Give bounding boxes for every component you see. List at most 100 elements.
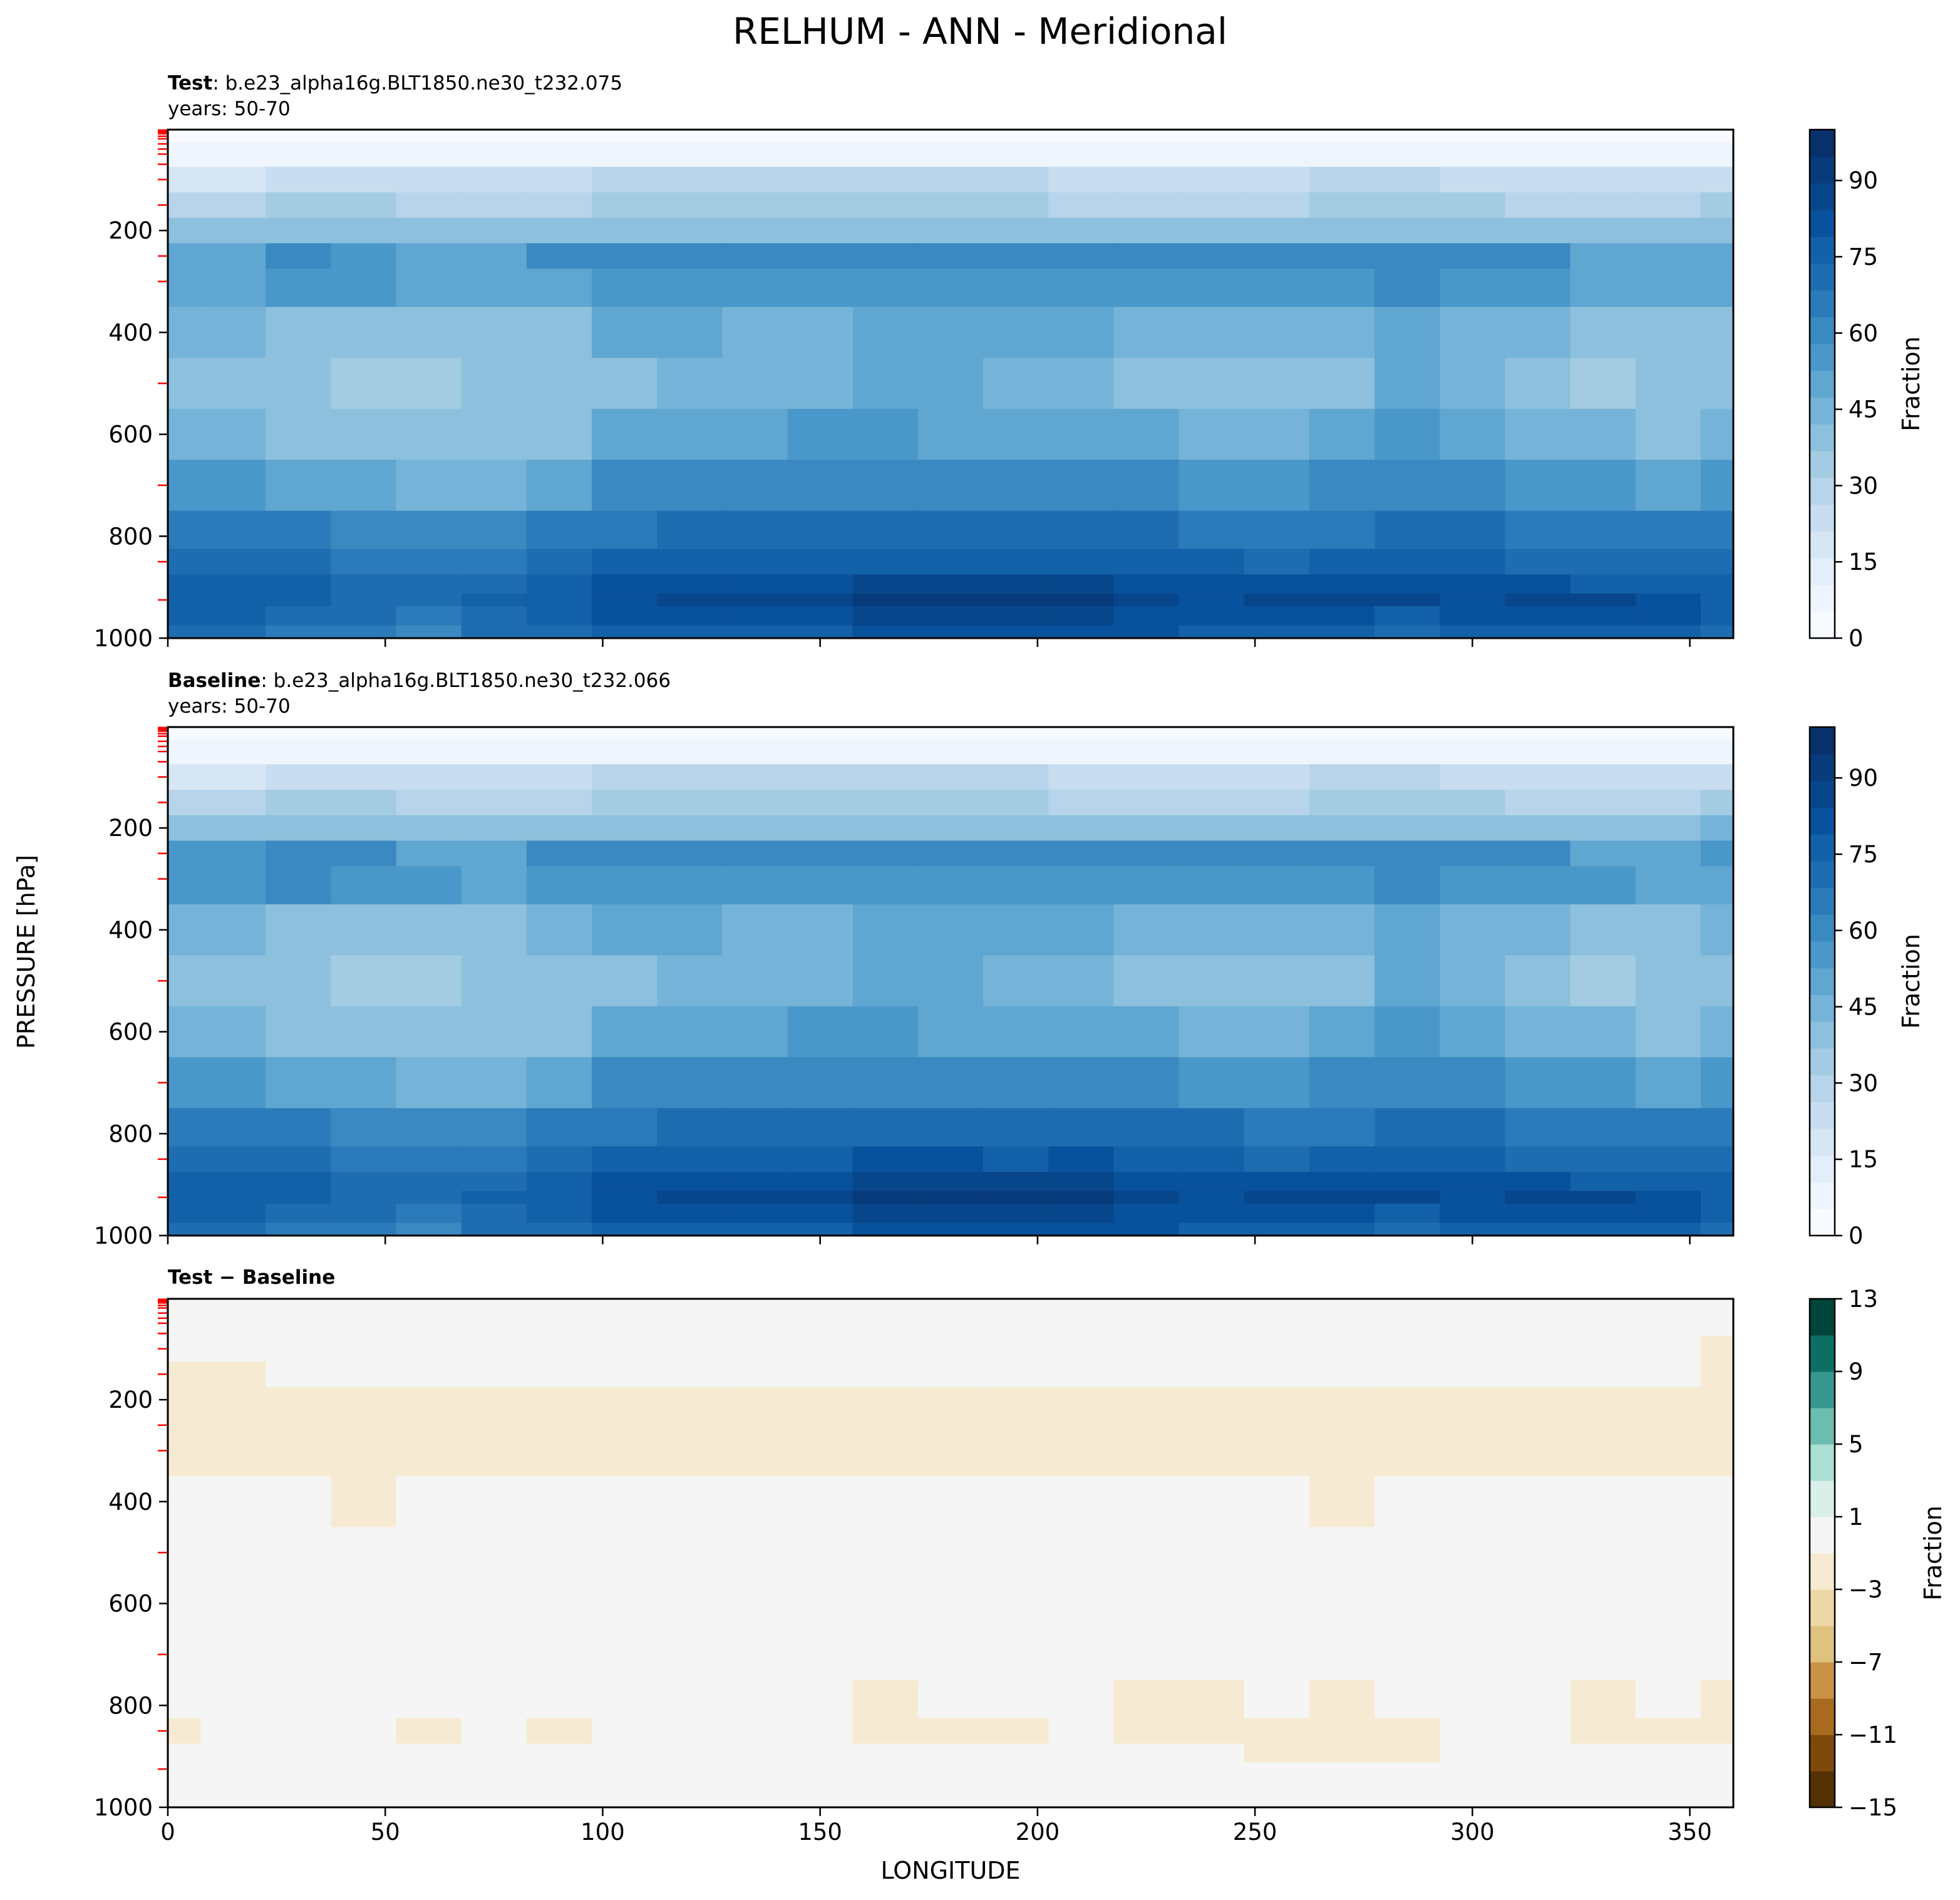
heatmap-cell <box>1048 574 1115 594</box>
heatmap-cell <box>917 192 984 219</box>
heatmap-cell <box>592 904 658 956</box>
heatmap-cell <box>657 1794 723 1807</box>
colorbar-swatch <box>1810 210 1835 237</box>
heatmap-cell <box>461 1794 527 1807</box>
heatmap-cell <box>1570 192 1636 219</box>
heatmap-cell <box>331 1743 397 1763</box>
heatmap-cell <box>1570 1190 1636 1204</box>
colorbar-swatch <box>1810 424 1835 452</box>
heatmap-cell <box>592 1762 658 1776</box>
heatmap-cell <box>1179 1006 1245 1058</box>
heatmap-cell <box>1048 955 1115 1007</box>
colorbar-frame <box>1808 1298 1836 1809</box>
heatmap-cell <box>657 217 723 244</box>
heatmap-cell <box>526 790 592 816</box>
heatmap-cell <box>1635 1743 1701 1763</box>
heatmap-cell <box>266 1438 332 1477</box>
heatmap-cell <box>331 1146 397 1173</box>
heatmap-cell <box>1179 1680 1245 1719</box>
heatmap-cell <box>787 593 854 607</box>
heatmap-cell <box>983 840 1050 867</box>
heatmap-cell <box>1505 606 1571 626</box>
heatmap-cell <box>1048 1336 1115 1362</box>
heatmap-cell <box>168 1762 201 1776</box>
heatmap-cell <box>1505 727 1571 740</box>
heatmap-cell <box>396 243 462 269</box>
heatmap-cell <box>1244 1762 1310 1776</box>
colorbar-tick-label: 30 <box>1849 472 1878 499</box>
heatmap-cell <box>1375 840 1441 867</box>
heatmap-cell <box>1440 1057 1506 1109</box>
heatmap-cell <box>917 1299 984 1312</box>
heatmap-cell <box>1113 1146 1180 1173</box>
heatmap-cell <box>266 510 332 550</box>
heatmap-cell <box>917 1108 984 1147</box>
heatmap-cell <box>461 1438 527 1477</box>
x-tick-label: 50 <box>371 1819 400 1846</box>
heatmap-cell <box>1635 1204 1701 1224</box>
heatmap-cell <box>1635 1057 1701 1109</box>
heatmap-cell <box>787 243 854 269</box>
y-tick-label: 400 <box>108 1489 153 1515</box>
heatmap-cell <box>1570 1299 1636 1312</box>
heatmap-cell <box>592 593 658 607</box>
heatmap-cell <box>787 1386 854 1413</box>
heatmap-cell <box>592 1361 658 1388</box>
heatmap-cell <box>917 142 984 168</box>
heatmap-cell <box>917 1718 984 1745</box>
heatmap-cell <box>983 307 1050 359</box>
heatmap-cell <box>1505 574 1571 594</box>
heatmap-cell <box>1700 217 1733 244</box>
heatmap-cell <box>1179 727 1245 740</box>
heatmap-cell <box>331 1476 397 1528</box>
heatmap-cell <box>983 1775 1050 1795</box>
heatmap-cell <box>200 955 267 1007</box>
heatmap-cell <box>1440 1794 1506 1807</box>
heatmap-cell <box>331 167 397 193</box>
heatmap-cell <box>526 192 592 219</box>
colorbar-tick-label: 60 <box>1849 917 1878 944</box>
heatmap-cell <box>266 1108 332 1147</box>
heatmap-cell <box>1375 606 1441 626</box>
heatmap-cell <box>1179 1775 1245 1795</box>
heatmap-cell <box>1700 815 1733 842</box>
heatmap-cell <box>526 1629 592 1681</box>
heatmap-cell <box>722 764 788 790</box>
heatmap-cell <box>657 1476 723 1528</box>
heatmap-cell <box>657 167 723 193</box>
heatmap-cell <box>526 606 592 626</box>
heatmap-cell <box>461 1299 527 1312</box>
heatmap-cell <box>1309 142 1375 168</box>
heatmap-cell <box>722 866 788 905</box>
heatmap-cell <box>396 1108 462 1147</box>
heatmap-cell <box>592 408 658 461</box>
heatmap-cell <box>722 1299 788 1312</box>
heatmap-cell <box>331 625 397 638</box>
heatmap-cell <box>526 1386 592 1413</box>
heatmap-cell <box>1635 815 1701 842</box>
heatmap-cell <box>1179 1794 1245 1807</box>
heatmap-cell <box>396 217 462 244</box>
heatmap-cell <box>1700 1527 1733 1579</box>
heatmap-cell <box>1570 1794 1636 1807</box>
heatmap-cell <box>1309 1057 1375 1109</box>
heatmap-cell <box>1048 217 1115 244</box>
heatmap-cell <box>1375 727 1441 740</box>
heatmap-cell <box>1179 739 1245 765</box>
heatmap-cell <box>168 1336 201 1362</box>
heatmap-cell <box>722 1718 788 1745</box>
heatmap-cell <box>1635 1680 1701 1719</box>
heatmap-cell <box>526 549 592 576</box>
heatmap-cell <box>787 358 854 410</box>
colorbar-tick-label: 45 <box>1849 994 1878 1021</box>
heatmap-cell <box>983 1361 1050 1388</box>
heatmap-cell <box>396 625 462 638</box>
heatmap-cell <box>1048 549 1115 576</box>
heatmap-cell <box>722 1336 788 1362</box>
heatmap-cell <box>266 1006 332 1058</box>
x-axis-baseline <box>167 1236 1691 1244</box>
heatmap-cell <box>200 1222 267 1236</box>
heatmap-cell <box>396 307 462 359</box>
heatmap-cell <box>1375 307 1441 359</box>
heatmap-cell <box>722 625 788 638</box>
